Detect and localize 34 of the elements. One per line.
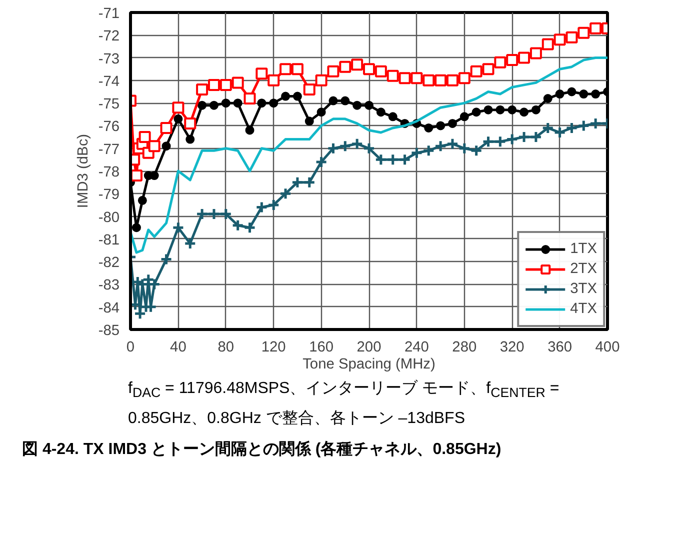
y-tick-label: -79 bbox=[98, 187, 120, 204]
x-tick-label: 400 bbox=[595, 340, 620, 356]
x-tick-label: 120 bbox=[261, 340, 286, 356]
x-tick-label: 280 bbox=[452, 340, 477, 356]
y-tick-label: -75 bbox=[98, 96, 120, 113]
x-tick-label: 160 bbox=[309, 340, 334, 356]
x-axis-title: Tone Spacing (MHz) bbox=[302, 356, 436, 372]
y-tick-label: -72 bbox=[98, 28, 120, 45]
y-tick-label: -74 bbox=[98, 74, 120, 90]
x-tick-label: 240 bbox=[404, 340, 429, 356]
y-tick-label: -77 bbox=[98, 142, 120, 158]
y-tick-label: -83 bbox=[98, 278, 120, 294]
y-tick-label: -81 bbox=[98, 232, 120, 248]
x-tick-label: 360 bbox=[548, 340, 572, 356]
legend-label: 1TX bbox=[570, 241, 597, 257]
y-tick-label: -73 bbox=[98, 51, 120, 68]
legend-label: 4TX bbox=[570, 301, 597, 317]
y-tick-label: -76 bbox=[98, 119, 120, 136]
text: f$_{DAC}$ = 11796.48MSPS、インターリーブ モード、f$_{CENTER}$ = 0.85GHz、0.8GHz で整合、各トーン –13dBFS bbox=[128, 380, 560, 426]
y-tick-label: -80 bbox=[98, 210, 120, 226]
x-tick-label: 40 bbox=[170, 340, 186, 356]
legend-label: 2TX bbox=[570, 261, 597, 277]
x-tick-label: 320 bbox=[500, 340, 524, 356]
y-tick-label: -82 bbox=[98, 255, 120, 272]
x-tick-label: 0 bbox=[126, 340, 135, 356]
y-tick-label: -78 bbox=[98, 164, 120, 180]
y-axis-title: IMD3 (dBc) bbox=[75, 134, 92, 208]
text: 図 4-24. TX IMD3 とトーン間隔との関係 (各種チャネル、0.85GHz) bbox=[22, 440, 502, 460]
y-tick-label: -84 bbox=[98, 300, 120, 316]
y-tick-label: -85 bbox=[98, 323, 120, 339]
y-tick-label: -71 bbox=[98, 6, 120, 22]
x-tick-label: 200 bbox=[356, 340, 382, 356]
legend-label: 3TX bbox=[570, 281, 597, 297]
x-tick-label: 80 bbox=[218, 340, 234, 356]
